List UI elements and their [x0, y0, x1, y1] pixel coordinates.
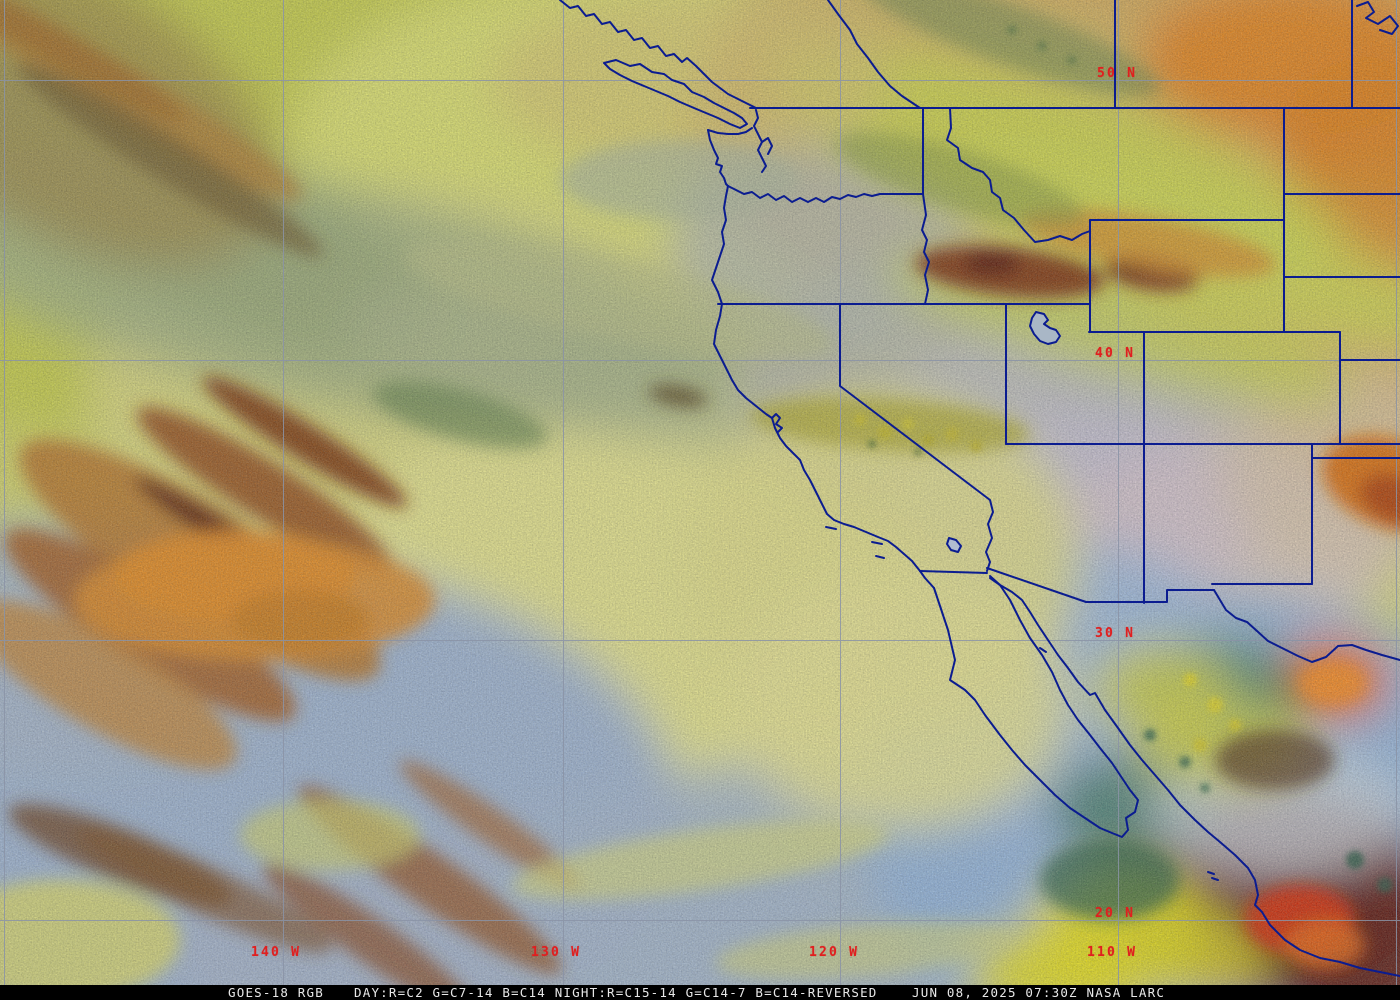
lat-label-50n: 50 N	[1097, 66, 1138, 81]
status-bar-rgb-recipe: DAY:R=C2 G=C7-14 B=C14 NIGHT:R=C15-14 G=…	[354, 985, 878, 1000]
lat-label-40n: 40 N	[1095, 346, 1136, 361]
lon-label-120w: 120 W	[809, 945, 860, 960]
status-bar: GOES-18 RGB DAY:R=C2 G=C7-14 B=C14 NIGHT…	[0, 985, 1400, 1000]
map-borders	[559, 0, 1400, 977]
status-bar-timestamp: JUN 08, 2025 07:30Z NASA LARC	[912, 985, 1166, 1000]
lat-label-30n: 30 N	[1095, 626, 1136, 641]
lon-label-140w: 140 W	[251, 945, 302, 960]
lon-label-130w: 130 W	[531, 945, 582, 960]
status-bar-product: GOES-18 RGB	[228, 985, 324, 1000]
lon-label-110w: 110 W	[1087, 945, 1138, 960]
lat-label-20n: 20 N	[1095, 906, 1136, 921]
